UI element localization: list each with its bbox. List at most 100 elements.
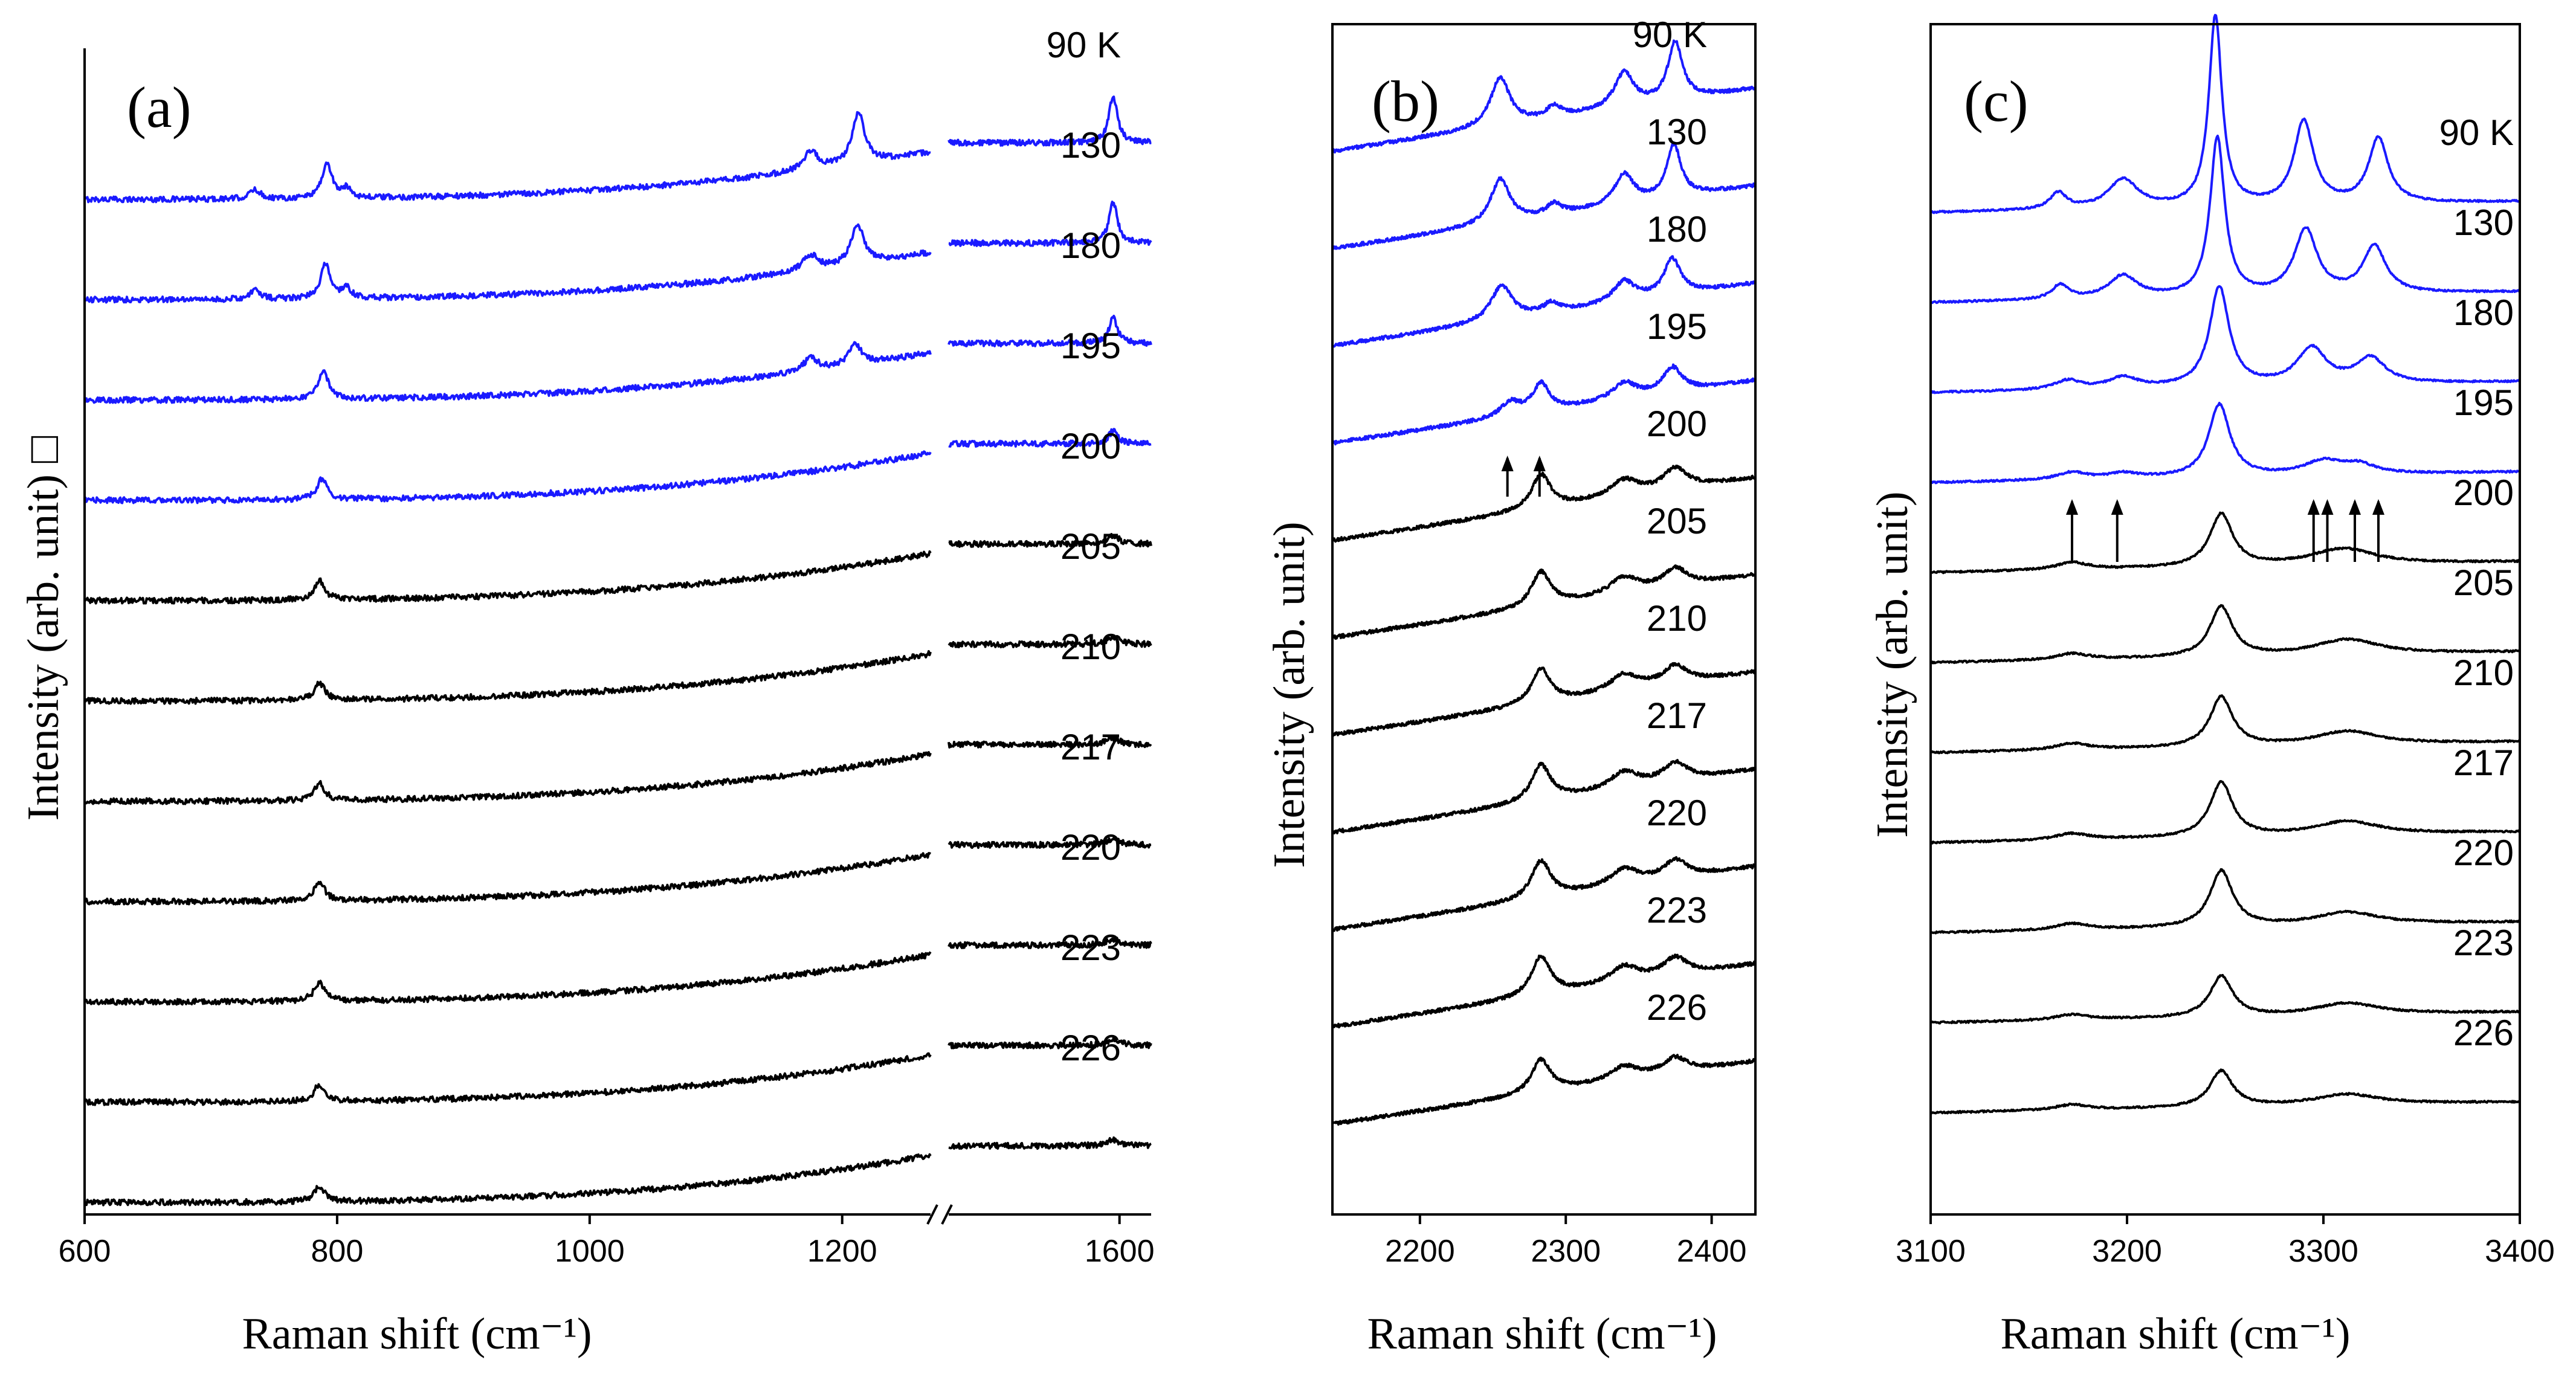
panel-b-x-axis: 2200 2300 2400 [1331, 23, 1757, 1269]
panel-c-arrow-0-head [2066, 499, 2078, 515]
panel-a-series-6-seg-1 [947, 735, 1152, 749]
panel-a-temp-label-7: 217 [1060, 727, 1121, 767]
panel-a-tick-2-label: 1000 [555, 1234, 625, 1269]
panel-b-temperature-labels: 90 K 130 180 195 200 205 210 217 220 223 226 [1633, 15, 1707, 1028]
panel-b-series-4 [1331, 465, 1757, 543]
panel-a-temp-label-0: 90 K [1047, 25, 1121, 65]
panel-c-temp-label-0: 90 K [2439, 112, 2514, 153]
panel-b-series-10 [1331, 1054, 1757, 1126]
panel-b-arrows [1501, 456, 1546, 497]
panel-a-series-10-seg-0 [83, 1153, 932, 1207]
panel-b-temp-label-9: 223 [1647, 890, 1707, 930]
panel-a-series-4-seg-1 [948, 533, 1152, 548]
panel-b-series-1 [1331, 141, 1757, 251]
panel-c-xlabel: Raman shift (cm⁻¹) [2000, 1309, 2350, 1359]
panel-c-ylabel: Intensity (arb. unit) [1868, 491, 1917, 837]
panel-c-series-3 [1930, 401, 2520, 485]
panel-c-temp-label-3: 195 [2453, 382, 2514, 423]
panel-c-tick-1-label: 3200 [2092, 1234, 2162, 1269]
panel-a-temp-label-8: 220 [1060, 827, 1121, 868]
panel-c-series-4 [1930, 511, 2521, 575]
panel-a-series-5-seg-1 [947, 634, 1152, 648]
panel-c-traces [1929, 14, 2521, 1115]
panel-b-series-2 [1331, 255, 1757, 348]
panel-c-temp-label-7: 217 [2453, 743, 2514, 783]
panel-c-arrow-2-head [2307, 499, 2320, 515]
panel-a-label: (a) [127, 75, 192, 140]
panel-a-axis-break-1 [926, 1204, 938, 1225]
panel-a-series-0-seg-0 [84, 111, 931, 204]
panel-a-series-8-seg-0 [83, 951, 932, 1006]
panel-c-temp-label-4: 200 [2453, 472, 2514, 513]
panel-a-temp-label-10: 226 [1060, 1028, 1121, 1068]
panel-c-series-10 [1929, 1068, 2520, 1115]
panel-a-series-8-seg-1 [947, 936, 1152, 949]
panel-a-series-1-seg-1 [948, 201, 1152, 247]
panel-c-temp-label-6: 210 [2453, 653, 2514, 693]
panel-a-series-10-seg-1 [948, 1136, 1152, 1150]
panel-a-temperature-labels: 90 K 130 180 195 200 205 210 217 220 223 226 [1047, 25, 1121, 1068]
panel-a-temp-label-3: 195 [1060, 326, 1121, 366]
panel-b-series-7 [1331, 759, 1757, 834]
panel-c-arrow-3-head [2321, 499, 2334, 515]
panel-c-temp-label-10: 226 [2453, 1013, 2514, 1053]
panel-a-series-3-seg-0 [83, 450, 932, 505]
panel-c-temp-label-8: 220 [2453, 833, 2514, 873]
panel-a-series-5-seg-0 [83, 650, 932, 705]
panel-b-temp-label-8: 220 [1647, 793, 1707, 833]
panel-a-xlabel: Raman shift (cm⁻¹) [242, 1309, 592, 1359]
panel-a-temp-label-4: 200 [1060, 426, 1121, 466]
panel-c-arrows [2066, 499, 2384, 562]
panel-b-ylabel: Intensity (arb. unit) [1265, 521, 1314, 868]
panel-a-series-9-seg-1 [947, 1035, 1152, 1050]
panel-c-arrow-4-head [2349, 499, 2361, 515]
panel-b-temp-label-3: 195 [1647, 306, 1707, 347]
panel-a-x-axis: 600 800 1000 1200 1600 [59, 48, 1155, 1269]
panel-c-series-8 [1930, 868, 2521, 935]
panel-c-series-1 [1929, 134, 2520, 305]
panel-a-series-7-seg-0 [83, 852, 932, 906]
panel-c-arrow-5-head [2372, 499, 2384, 515]
panel-b-series-0 [1331, 39, 1757, 154]
panel-a-ylabel: Intensity (arb. unit) □ [19, 436, 68, 821]
panel-c-frame [1929, 23, 2521, 1216]
panel-c-series-7 [1929, 780, 2520, 845]
panel-b-frame [1331, 23, 1757, 1216]
panel-a-series-6-seg-0 [83, 751, 932, 805]
panel-b-temp-label-7: 217 [1647, 695, 1707, 736]
panel-c-series-5 [1929, 604, 2521, 665]
panel-a-tick-4-label: 1600 [1085, 1234, 1155, 1269]
panel-a-temp-label-9: 223 [1060, 927, 1121, 968]
panel-a-series-4-seg-0 [83, 550, 932, 605]
panel-b-series-9 [1331, 953, 1757, 1029]
panel-b-series-3 [1331, 363, 1757, 446]
panel-a-series-7-seg-1 [947, 837, 1152, 849]
panel-b-temp-label-0: 90 K [1633, 15, 1707, 55]
panel-c-x-axis: 3100 3200 3300 3400 [1896, 23, 2555, 1269]
panel-a-series-0-seg-1 [947, 95, 1152, 147]
panel-b-tick-0-label: 2200 [1385, 1234, 1455, 1269]
panel-b-series-8 [1331, 856, 1757, 932]
panel-b-temp-label-1: 130 [1647, 112, 1707, 152]
panel-a-temp-label-5: 205 [1060, 526, 1121, 567]
panel-c-arrow-1-head [2111, 499, 2123, 515]
panel-b-temp-label-4: 200 [1647, 404, 1707, 444]
panel-a-tick-3-label: 1200 [807, 1234, 877, 1269]
panel-b-tick-1-label: 2300 [1531, 1234, 1601, 1269]
panel-c-series-2 [1929, 285, 2520, 395]
panel-c-tick-3-label: 3400 [2485, 1234, 2555, 1269]
panel-b-label: (b) [1372, 69, 1439, 134]
panel-b-temp-label-10: 226 [1647, 987, 1707, 1028]
panel-c-tick-2-label: 3300 [2288, 1234, 2358, 1269]
panel-c-tick-0-label: 3100 [1896, 1234, 1966, 1269]
panel-c-temp-label-9: 223 [2453, 923, 2514, 963]
panel-b-temp-label-6: 210 [1647, 598, 1707, 639]
panel-a-axis-break-2 [941, 1204, 953, 1225]
panel-b-tick-2-label: 2400 [1677, 1234, 1747, 1269]
panel-b-series-6 [1331, 662, 1757, 737]
panel-b-temp-label-2: 180 [1647, 209, 1707, 250]
panel-b-arrow-1-head [1533, 456, 1546, 471]
